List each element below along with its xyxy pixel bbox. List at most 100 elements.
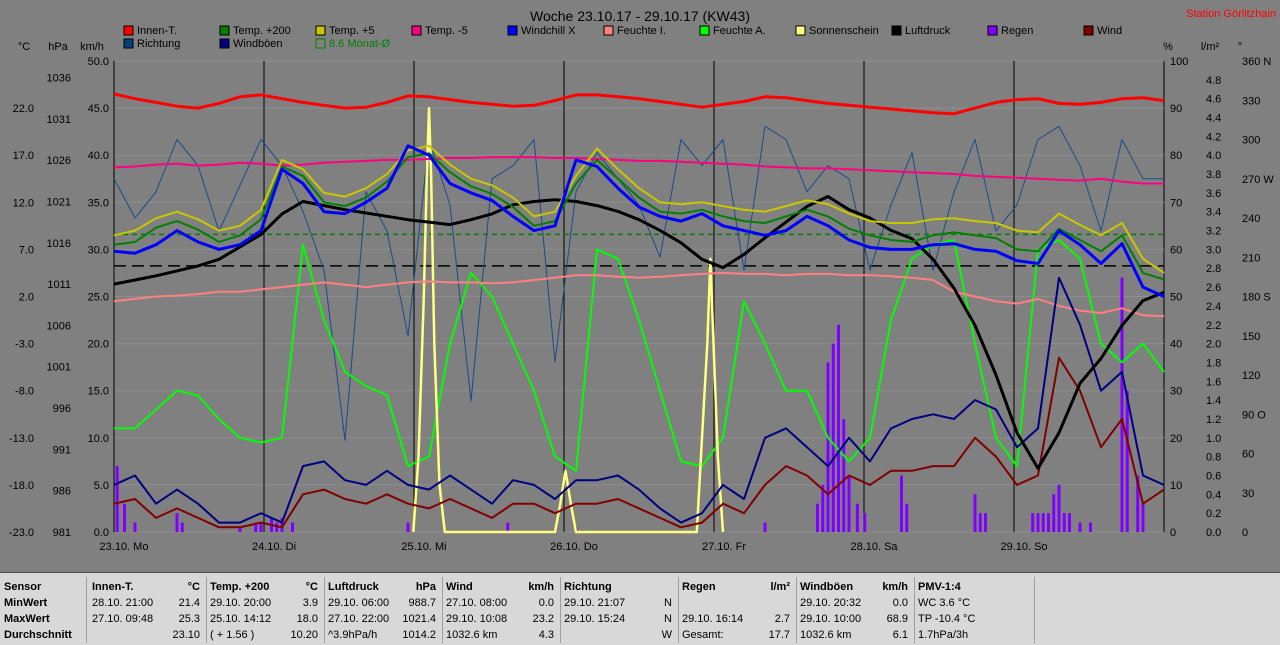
tick-humidity: 50 — [1170, 292, 1182, 304]
stats-cell: 27.10. 09:48 25.3 — [92, 611, 200, 627]
legend-swatch — [123, 38, 134, 49]
series-luftdruck — [113, 195, 1165, 470]
rain-bar — [855, 503, 859, 532]
legend-swatch — [1083, 25, 1094, 36]
tick-temp: 17.0 — [13, 150, 34, 162]
tick-temp: -3.0 — [15, 339, 34, 351]
stats-value: 6.1 — [892, 629, 908, 641]
legend-label: Windchill X — [521, 25, 576, 37]
tick-temp: -23.0 — [9, 527, 34, 539]
tick-temp: -8.0 — [15, 386, 34, 398]
tick-humidity: 0 — [1170, 527, 1176, 539]
label-avg: Durchschnitt — [4, 629, 72, 641]
tick-rain: 1.2 — [1206, 414, 1221, 426]
stats-cell: 29.10. 16:14 2.7 — [682, 611, 790, 627]
tick-humidity: 80 — [1170, 150, 1182, 162]
stats-value: N — [664, 613, 672, 625]
stats-text: 28.10. 21:00 — [92, 597, 154, 609]
rain-bar — [973, 494, 977, 532]
rain-bar — [831, 343, 835, 532]
rain-bar — [180, 522, 184, 532]
tick-temp: 7.0 — [19, 244, 34, 256]
stats-text: 29.10. 20:32 — [800, 597, 862, 609]
stats-cell: 23.10 — [92, 627, 200, 643]
grid — [113, 60, 1164, 533]
series-wind — [113, 356, 1165, 529]
tick-rain: 3.2 — [1206, 226, 1221, 238]
stats-value: 4.3 — [538, 629, 554, 641]
tick-humidity: 70 — [1170, 197, 1182, 209]
stats-value: 68.9 — [886, 613, 908, 625]
legend-swatch — [699, 25, 710, 36]
series — [113, 92, 1165, 534]
rain-bar — [259, 522, 263, 532]
stats-cell: 1.7hPa/3h — [918, 627, 1028, 643]
stats-text: 29.10. 16:14 — [682, 613, 744, 625]
stats-value: 17.7 — [768, 629, 790, 641]
tick-wind: 40.0 — [88, 150, 109, 162]
rain-bar — [280, 517, 284, 532]
tick-direction: 210 — [1242, 252, 1260, 264]
rain-bar — [133, 522, 137, 532]
rain-bar — [1120, 277, 1124, 532]
tick-rain: 0.4 — [1206, 489, 1221, 501]
stats-text: Gesamt: — [682, 629, 724, 641]
rain-bar — [1078, 522, 1082, 532]
stats-cell: 28.10. 21:00 21.4 — [92, 595, 200, 611]
legend-swatch — [603, 25, 614, 36]
tick-direction: 30 — [1242, 488, 1254, 500]
legend-label: Temp. +5 — [329, 25, 375, 37]
tick-direction: 150 — [1242, 331, 1260, 343]
stats-text: 29.10. 21:07 — [564, 597, 626, 609]
tick-pressure: 981 — [53, 527, 71, 539]
stats-text: Richtung — [564, 581, 612, 593]
unit-rain: l/m² — [1201, 41, 1220, 53]
stats-cell — [682, 595, 790, 611]
tick-day: 25.10. Mi — [401, 541, 446, 553]
stats-text: PMV-1:4 — [918, 581, 961, 593]
stats-cell: Richtung — [564, 579, 672, 595]
legend-label: Sonnenschein — [809, 25, 879, 37]
stats-cell: Temp. +200 °C — [210, 579, 318, 595]
stats-cell: Innen-T. °C — [92, 579, 200, 595]
tick-direction: 240 — [1242, 213, 1260, 225]
tick-day: 26.10. Do — [550, 541, 598, 553]
tick-rain: 2.0 — [1206, 339, 1221, 351]
stats-column: Innen-T. °C 28.10. 21:00 21.4 27.10. 09:48 25… — [88, 577, 207, 643]
tick-rain: 0.2 — [1206, 508, 1221, 520]
tick-humidity: 90 — [1170, 103, 1182, 115]
legend-swatch — [891, 25, 902, 36]
tick-pressure: 1021 — [47, 196, 71, 208]
stats-value: km/h — [528, 581, 554, 593]
stats-text: Regen — [682, 581, 716, 593]
label-sensor: Sensor — [4, 581, 42, 593]
tick-rain: 3.8 — [1206, 169, 1221, 181]
tick-direction: 270 W — [1242, 174, 1274, 186]
stats-cell: Wind km/h — [446, 579, 554, 595]
stats-cell: 29.10. 06:00 988.7 — [328, 595, 436, 611]
tick-pressure: 996 — [53, 403, 71, 415]
tick-wind: 25.0 — [88, 292, 109, 304]
legend-label: Windböen — [233, 38, 283, 50]
legend-swatch — [219, 25, 230, 36]
legend-swatch — [315, 25, 326, 36]
legend-label: Feuchte A. — [713, 25, 766, 37]
stats-text: TP -10.4 °C — [918, 613, 976, 625]
stats-value: 0.0 — [538, 597, 554, 609]
rain-bar — [275, 522, 279, 532]
rain-bar — [900, 475, 903, 532]
stats-cell: 1032.6 km 6.1 — [800, 627, 908, 643]
tick-direction: 300 — [1242, 135, 1260, 147]
legend-label: Regen — [1001, 25, 1033, 37]
tick-humidity: 100 — [1170, 56, 1188, 68]
legend-swatch — [411, 25, 422, 36]
stats-cell: ( + 1.56 ) 10.20 — [210, 627, 318, 643]
rain-bar — [115, 466, 119, 532]
stats-value: W — [661, 629, 672, 641]
legend-label: Temp. +200 — [233, 25, 291, 37]
station-label: Station Görlitzhain — [1186, 8, 1276, 20]
rain-bar — [1125, 390, 1129, 532]
legend-swatch — [315, 38, 326, 49]
unit-direction: ° — [1238, 41, 1242, 53]
tick-rain: 0.6 — [1206, 470, 1221, 482]
